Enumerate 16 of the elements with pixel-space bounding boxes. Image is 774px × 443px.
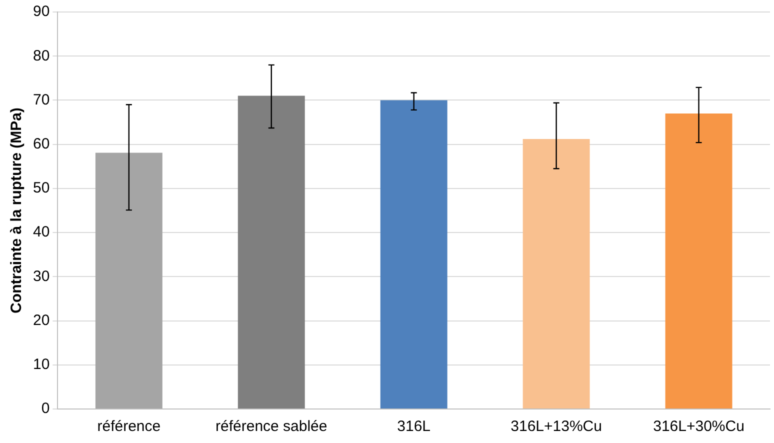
y-tick-label: 30 (32, 268, 50, 285)
y-tick-label: 90 (32, 3, 50, 20)
x-tick-label: 316L+30%Cu (653, 418, 744, 436)
x-tick-label: référence (97, 418, 161, 436)
y-tick-label: 0 (41, 400, 50, 418)
y-tick-label: 60 (32, 135, 50, 152)
y-tick-label: 80 (32, 47, 50, 64)
y-axis-title: Contrainte à la rupture (MPa) (8, 108, 26, 314)
x-tick-label: 316L+13%Cu (510, 418, 602, 436)
y-tick-label: 70 (32, 91, 50, 108)
x-tick-label: 316L (397, 418, 431, 436)
y-tick-label: 10 (32, 356, 50, 374)
y-tick-label: 40 (32, 224, 50, 241)
y-tick-label: 20 (32, 312, 50, 329)
y-tick-label: 50 (32, 180, 50, 197)
x-tick-label: référence sablée (216, 418, 328, 436)
